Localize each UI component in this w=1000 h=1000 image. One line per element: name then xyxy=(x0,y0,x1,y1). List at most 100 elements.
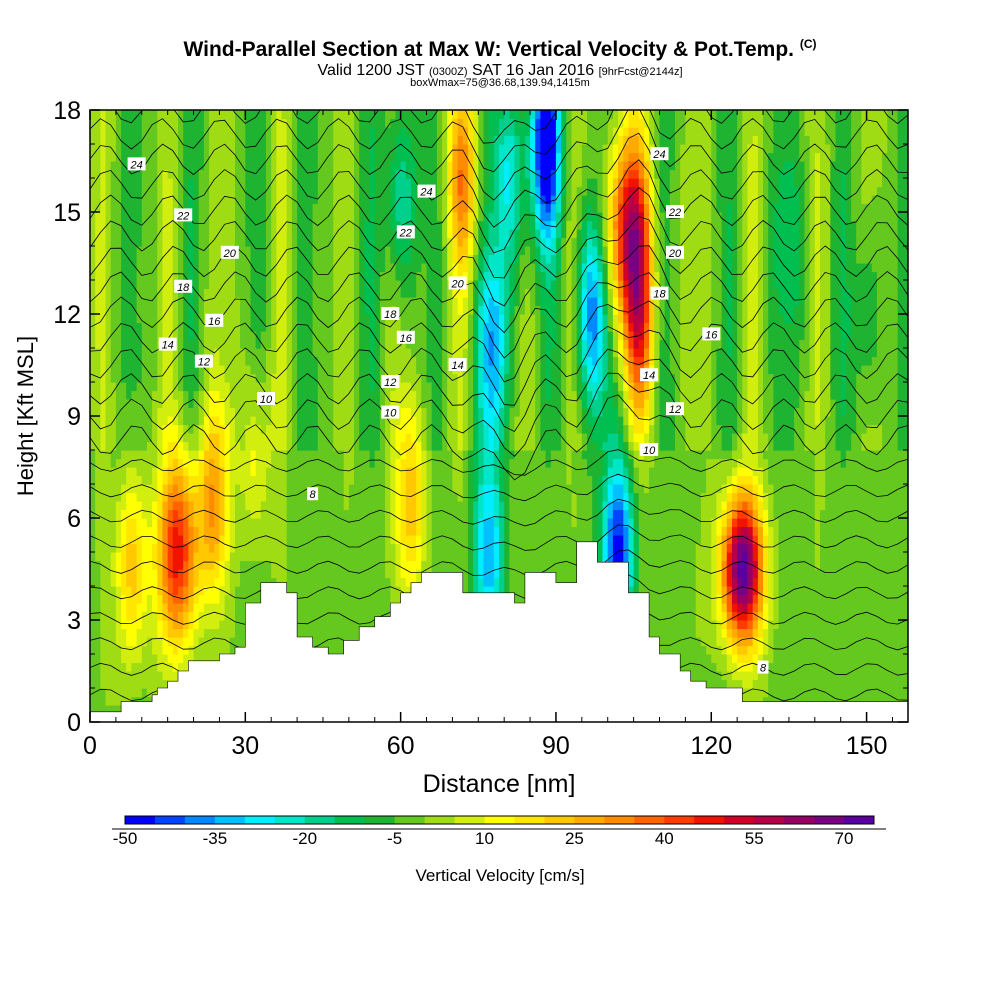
field-cell xyxy=(141,305,148,315)
field-cell xyxy=(338,280,345,290)
field-cell xyxy=(442,118,448,128)
field-cell xyxy=(162,237,169,247)
field-cell xyxy=(416,467,422,477)
field-cell xyxy=(385,390,391,400)
field-cell xyxy=(354,382,360,392)
field-cell xyxy=(121,441,127,451)
field-cell xyxy=(188,373,195,383)
field-cell xyxy=(281,203,288,213)
field-cell xyxy=(100,492,107,502)
field-cell xyxy=(286,424,293,434)
field-cell xyxy=(343,271,350,281)
field-cell xyxy=(364,552,371,562)
field-cell xyxy=(105,263,112,273)
field-cell xyxy=(359,611,365,621)
field-cell xyxy=(157,229,164,239)
field-cell xyxy=(302,450,309,460)
field-cell xyxy=(343,628,350,638)
field-cell xyxy=(307,382,314,392)
field-cell xyxy=(152,467,158,477)
field-cell xyxy=(291,305,298,315)
field-cell xyxy=(115,127,122,137)
field-cell xyxy=(172,458,179,468)
field-cell xyxy=(281,458,288,468)
field-cell xyxy=(100,382,107,392)
field-cell xyxy=(312,611,319,621)
field-cell xyxy=(193,212,200,222)
field-cell xyxy=(198,441,205,451)
field-cell xyxy=(400,390,407,400)
field-cell xyxy=(312,322,319,332)
field-cell xyxy=(291,169,298,179)
field-cell xyxy=(364,433,371,443)
field-cell xyxy=(172,645,179,655)
field-cell xyxy=(255,475,262,485)
field-cell xyxy=(193,178,200,188)
field-cell xyxy=(224,144,231,154)
field-cell xyxy=(416,237,422,247)
field-cell xyxy=(240,297,246,307)
field-cell xyxy=(276,577,283,587)
field-cell xyxy=(297,535,303,545)
field-cell xyxy=(312,586,319,596)
field-cell xyxy=(209,518,215,528)
field-cell xyxy=(100,118,107,128)
field-cell xyxy=(110,212,117,222)
field-cell xyxy=(374,569,381,579)
field-cell xyxy=(183,560,189,570)
field-cell xyxy=(343,552,350,562)
field-cell xyxy=(219,382,226,392)
field-cell xyxy=(162,475,169,485)
field-cell xyxy=(400,339,407,349)
field-cell xyxy=(203,416,210,426)
field-cell xyxy=(354,535,360,545)
field-cell xyxy=(136,186,143,196)
field-cell xyxy=(250,127,257,137)
field-cell xyxy=(442,552,448,562)
field-cell xyxy=(317,611,324,621)
field-cell xyxy=(348,603,355,613)
field-cell xyxy=(152,169,158,179)
field-cell xyxy=(286,475,293,485)
field-cell xyxy=(271,433,277,443)
field-cell xyxy=(312,254,319,264)
field-cell xyxy=(100,407,107,417)
field-cell xyxy=(115,637,122,647)
field-cell xyxy=(374,594,381,604)
field-cell xyxy=(395,433,402,443)
field-cell xyxy=(188,620,195,630)
field-cell xyxy=(276,484,283,494)
field-cell xyxy=(297,135,303,145)
field-cell xyxy=(214,212,221,222)
field-cell xyxy=(141,475,148,485)
field-cell xyxy=(421,484,428,494)
field-cell xyxy=(405,297,412,307)
field-cell xyxy=(297,305,303,315)
field-cell xyxy=(302,280,309,290)
field-cell xyxy=(152,314,158,324)
field-cell xyxy=(411,382,417,392)
field-cell xyxy=(193,594,200,604)
field-cell xyxy=(354,254,360,264)
field-cell xyxy=(157,543,164,553)
field-cell xyxy=(379,161,386,171)
field-cell xyxy=(317,501,324,511)
field-cell xyxy=(271,144,277,154)
field-cell xyxy=(240,348,246,358)
field-cell xyxy=(374,127,381,137)
field-cell xyxy=(286,212,293,222)
field-cell xyxy=(136,586,143,596)
field-cell xyxy=(131,297,138,307)
field-cell xyxy=(121,246,127,256)
field-cell xyxy=(100,484,107,494)
field-cell xyxy=(400,220,407,230)
field-cell xyxy=(209,543,215,553)
field-cell xyxy=(431,127,438,137)
field-cell xyxy=(369,433,376,443)
field-cell xyxy=(198,594,205,604)
field-cell xyxy=(203,169,210,179)
field-cell xyxy=(260,152,267,162)
field-cell xyxy=(307,152,314,162)
field-cell xyxy=(442,348,448,358)
field-cell xyxy=(354,594,360,604)
